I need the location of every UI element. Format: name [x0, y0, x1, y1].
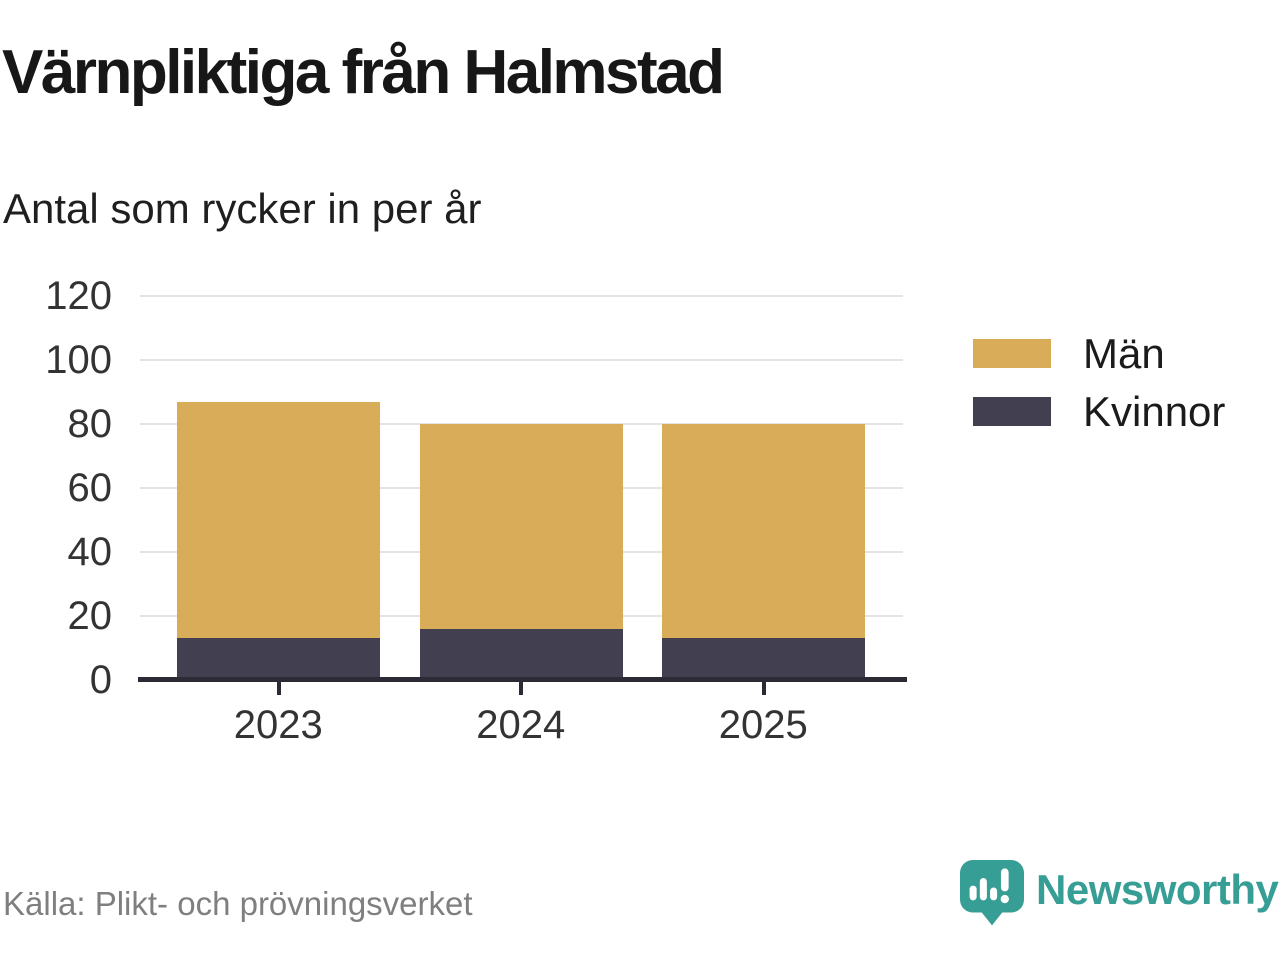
- x-tick-label-2025: 2025: [718, 703, 808, 747]
- legend-swatch-män: [973, 339, 1051, 368]
- y-tick-label: 80: [67, 402, 113, 446]
- x-tick-label-2023: 2023: [233, 703, 323, 747]
- x-tick-mark-2023: [276, 681, 281, 695]
- x-axis-line: [138, 677, 907, 682]
- bar-segment-män-2023: [177, 401, 380, 639]
- x-tick-mark-2025: [761, 681, 766, 695]
- bar-segment-kvinnor-2025: [662, 638, 865, 680]
- brand-logo: Newsworthy: [960, 860, 1279, 926]
- legend-item-män: Män: [973, 332, 1225, 374]
- y-tick-label: 0: [89, 658, 112, 702]
- bar-segment-kvinnor-2024: [419, 628, 623, 680]
- brand-name: Newsworthy: [1036, 866, 1279, 913]
- y-tick-label: 120: [45, 274, 112, 318]
- bar-segment-män-2024: [419, 424, 623, 629]
- bar-segment-kvinnor-2023: [177, 638, 380, 680]
- chart-title: Värnpliktiga från Halmstad: [2, 38, 725, 107]
- y-tick-label: 100: [45, 338, 112, 382]
- y-tick-label: 20: [67, 594, 113, 638]
- gridline-y120: [140, 295, 903, 297]
- bar-segment-män-2025: [662, 424, 865, 639]
- chart-subtitle: Antal som rycker in per år: [3, 185, 482, 232]
- x-tick-mark-2024: [519, 681, 523, 695]
- source-note: Källa: Plikt- och prövningsverket: [3, 885, 473, 922]
- y-tick-label: 60: [67, 466, 113, 510]
- legend-label-kvinnor: Kvinnor: [1083, 387, 1226, 435]
- legend: Män Kvinnor: [973, 332, 1225, 455]
- legend-label-män: Män: [1083, 329, 1165, 377]
- gridline-y100: [140, 359, 903, 361]
- newsworthy-icon: [960, 860, 1024, 926]
- x-tick-label-2024: 2024: [476, 703, 566, 747]
- y-tick-label: 40: [67, 530, 113, 574]
- legend-swatch-kvinnor: [973, 397, 1051, 426]
- legend-item-kvinnor: Kvinnor: [973, 390, 1225, 432]
